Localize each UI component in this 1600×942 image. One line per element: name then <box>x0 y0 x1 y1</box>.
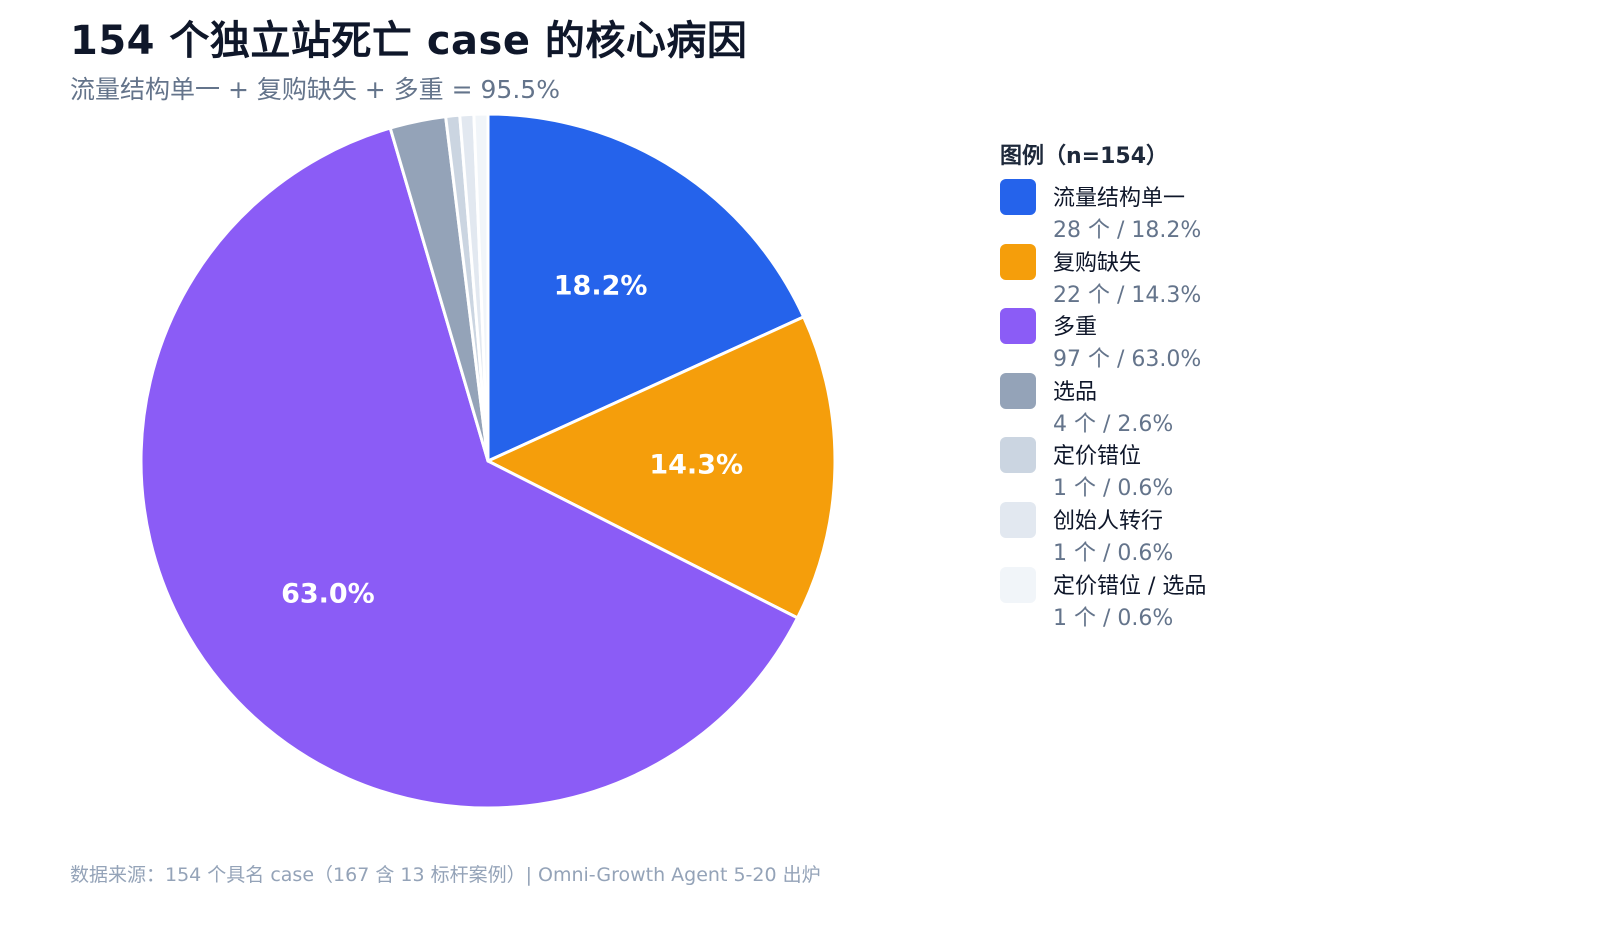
pie-chart: 18.2% 14.3% 63.0% <box>139 112 837 810</box>
chart-title: 154 个独立站死亡 case 的核心病因 <box>70 18 748 64</box>
legend-item: 定价错位 / 选品 1 个 / 0.6% <box>1000 564 1560 631</box>
legend-swatch <box>1000 437 1036 474</box>
pie-slice <box>139 126 799 810</box>
legend-swatch <box>1000 179 1036 215</box>
legend-label: 创始人转行 <box>1053 508 1164 534</box>
legend-swatch <box>1000 501 1036 538</box>
pie-slice <box>486 315 837 620</box>
legend-item: 定价错位 1 个 / 0.6% <box>1000 434 1560 502</box>
legend-item: 多重 97 个 / 63.0% <box>1000 305 1560 373</box>
legend-swatch <box>1000 308 1036 345</box>
data-source-note: 数据来源：154 个具名 case（167 含 13 标杆案例）| Omni-G… <box>70 864 821 886</box>
slice-percent-label: 18.2% <box>554 270 648 301</box>
legend-count: 97 个 / 63.0% <box>1053 347 1202 373</box>
legend-label: 复购缺失 <box>1053 250 1142 276</box>
slice-percent-label: 63.0% <box>281 579 375 610</box>
legend-count: 1 个 / 0.6% <box>1053 605 1174 631</box>
legend-item: 流量结构单一 28 个 / 18.2% <box>1000 176 1560 243</box>
legend-item: 创始人转行 1 个 / 0.6% <box>1000 499 1560 566</box>
pie-slice <box>472 112 490 463</box>
legend-label: 定价错位 / 选品 <box>1053 573 1207 599</box>
legend-label: 选品 <box>1053 379 1098 405</box>
legend-swatch <box>1000 243 1036 280</box>
legend: 图例（n=154） 流量结构单一 28 个 / 18.2% 复购缺失 22 个 … <box>1000 142 1560 631</box>
legend-item: 选品 4 个 / 2.6% <box>1000 370 1560 437</box>
pie-slice <box>486 112 806 463</box>
legend-count: 4 个 / 2.6% <box>1053 411 1174 437</box>
legend-count: 28 个 / 18.2% <box>1053 218 1202 243</box>
legend-swatch <box>1000 566 1036 603</box>
slice-percent-label: 14.3% <box>649 450 743 481</box>
legend-title: 图例（n=154） <box>1000 144 1169 169</box>
legend-count: 1 个 / 0.6% <box>1053 476 1174 502</box>
chart-subtitle: 流量结构单一 + 复购缺失 + 多重 = 95.5% <box>70 75 560 104</box>
legend-swatch <box>1000 372 1036 409</box>
legend-label: 流量结构单一 <box>1053 186 1186 211</box>
legend-count: 22 个 / 14.3% <box>1053 282 1202 308</box>
legend-count: 1 个 / 0.6% <box>1053 540 1174 566</box>
legend-label: 定价错位 <box>1053 444 1142 470</box>
legend-label: 多重 <box>1053 315 1098 341</box>
legend-item: 复购缺失 22 个 / 14.3% <box>1000 241 1560 308</box>
